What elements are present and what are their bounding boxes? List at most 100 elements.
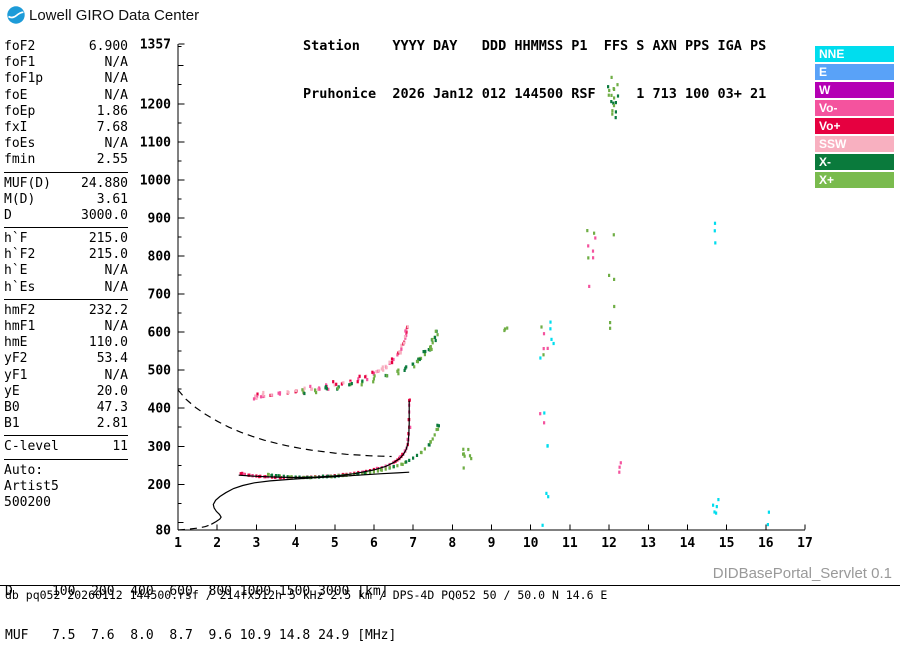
- param-label: foEp: [4, 103, 36, 119]
- param-label: h`Es: [4, 279, 36, 295]
- param-value: N/A: [104, 367, 128, 383]
- param-label: foE: [4, 87, 28, 103]
- param-row: foF2 6.900: [4, 39, 128, 55]
- series-f2-x-trace: [267, 423, 440, 480]
- param-row: M(D) 3.61: [4, 192, 128, 208]
- x-tick-label: 6: [370, 536, 378, 551]
- y-tick-label: 1357: [140, 38, 171, 53]
- footer-info: db pq052 20260112 144500.rsf / 214fx512h…: [5, 588, 608, 602]
- y-tick-label: 600: [148, 326, 172, 341]
- param-row: B1 2.81: [4, 416, 128, 432]
- series-second-hop-x: [301, 329, 439, 396]
- noise-cluster-2: [586, 229, 597, 288]
- noise-cluster-4: [608, 233, 616, 330]
- noise-cluster-8: [462, 447, 473, 470]
- param-divider: [4, 171, 128, 173]
- autoscaler-row: Artist5: [4, 479, 128, 495]
- param-row: foF1 N/A: [4, 55, 128, 71]
- station-header: Station YYYY DAY DDD HHMMSS P1 FFS S AXN…: [303, 6, 766, 118]
- param-row: h`F2 215.0: [4, 247, 128, 263]
- legend-item-vo-minus: Vo-: [815, 100, 894, 116]
- param-label: foF1p: [4, 71, 44, 87]
- muf-frequency-row: MUF 7.5 7.6 8.0 8.7 9.6 10.9 14.8 24.9 […: [5, 627, 397, 643]
- autoscaler-text: Artist5: [4, 478, 59, 494]
- footer-divider: [0, 585, 900, 586]
- noise-cluster-6: [712, 498, 720, 515]
- line-muf-transmission-curve: [177, 389, 392, 458]
- param-label: foF1: [4, 55, 36, 71]
- param-row: B0 47.3: [4, 400, 128, 416]
- noise-cluster-3: [607, 75, 620, 120]
- noise-cluster-9: [252, 390, 265, 401]
- y-tick-label: 400: [148, 402, 172, 417]
- param-label: h`E: [4, 263, 28, 279]
- noise-cluster-11: [766, 510, 770, 527]
- param-value: N/A: [104, 319, 128, 334]
- param-label: D: [4, 207, 12, 223]
- param-row: D 3000.0: [4, 208, 128, 224]
- param-row: fmin 2.55: [4, 152, 128, 168]
- param-value: 110.0: [88, 335, 128, 351]
- legend-item-nne: NNE: [815, 46, 894, 62]
- param-value: N/A: [104, 136, 128, 152]
- x-tick-label: 4: [292, 536, 300, 551]
- param-label: fxI: [4, 119, 28, 135]
- param-value: N/A: [104, 87, 128, 103]
- y-tick-label: 1100: [140, 135, 171, 150]
- param-label: fmin: [4, 152, 36, 168]
- param-row: h`E N/A: [4, 263, 128, 279]
- param-row: hmE 110.0: [4, 335, 128, 351]
- param-value: 2.55: [96, 152, 128, 168]
- x-tick-label: 3: [252, 536, 260, 551]
- station-header-labels: Station YYYY DAY DDD HHMMSS P1 FFS S AXN…: [303, 38, 767, 54]
- series-f2-o-trace: [239, 398, 412, 480]
- param-value: 3.61: [96, 191, 128, 207]
- noise-cluster-1: [549, 320, 555, 346]
- x-tick-label: 12: [601, 536, 617, 551]
- param-divider: [4, 227, 128, 229]
- parameter-panel: foF2 6.900 foF1 N/A foF1p N/A foE N/A foEp 1.86 fx…: [4, 39, 128, 511]
- app-title: Lowell GIRO Data Center: [29, 7, 200, 24]
- y-tick-label: 300: [148, 440, 172, 455]
- autoscaler-row: Auto:: [4, 463, 128, 479]
- param-row: yF2 53.4: [4, 351, 128, 367]
- param-value: 7.68: [96, 119, 128, 135]
- y-tick-label: 800: [148, 249, 172, 264]
- axes: 1357120011001000900800700600500400300200…: [140, 38, 813, 552]
- param-label: M(D): [4, 191, 36, 207]
- legend-item-x-minus: X-: [815, 154, 894, 170]
- noise-cluster-10: [503, 326, 509, 333]
- param-row: foEp 1.86: [4, 104, 128, 120]
- param-label: yF2: [4, 351, 28, 367]
- line-artist-o-fit: [238, 400, 410, 479]
- param-label: foEs: [4, 136, 36, 152]
- y-tick-label: 900: [148, 211, 172, 226]
- param-value: 47.3: [96, 399, 128, 415]
- autoscaler-text: Auto:: [4, 462, 44, 478]
- param-value: N/A: [104, 71, 128, 87]
- param-value: 11: [112, 439, 128, 455]
- param-divider: [4, 298, 128, 300]
- param-divider: [4, 435, 128, 437]
- muf-table: D 100 200 400 600 800 1000 1500 3000 [km…: [5, 556, 396, 658]
- param-value: N/A: [104, 55, 128, 71]
- param-value: 3000.0: [81, 207, 128, 223]
- param-row: yE 20.0: [4, 384, 128, 400]
- param-row: h`Es N/A: [4, 280, 128, 296]
- noise-cluster-0: [539, 325, 550, 527]
- param-label: h`F: [4, 231, 28, 247]
- series-second-hop-o: [254, 325, 409, 400]
- line-profile-below-fmin: [177, 523, 212, 531]
- line-true-height-profile: [211, 471, 410, 525]
- ionogram-plot: 1357120011001000900800700600500400300200…: [140, 38, 813, 552]
- legend-item-ssw: SSW: [815, 136, 894, 152]
- x-tick-label: 1: [174, 536, 182, 551]
- param-value: 1.86: [96, 103, 128, 119]
- param-value: 215.0: [88, 231, 128, 247]
- param-divider: [4, 458, 128, 460]
- x-tick-label: 8: [448, 536, 456, 551]
- x-tick-label: 9: [488, 536, 496, 551]
- x-tick-label: 15: [719, 536, 735, 551]
- param-label: B1: [4, 416, 20, 432]
- param-value: 232.2: [88, 302, 128, 318]
